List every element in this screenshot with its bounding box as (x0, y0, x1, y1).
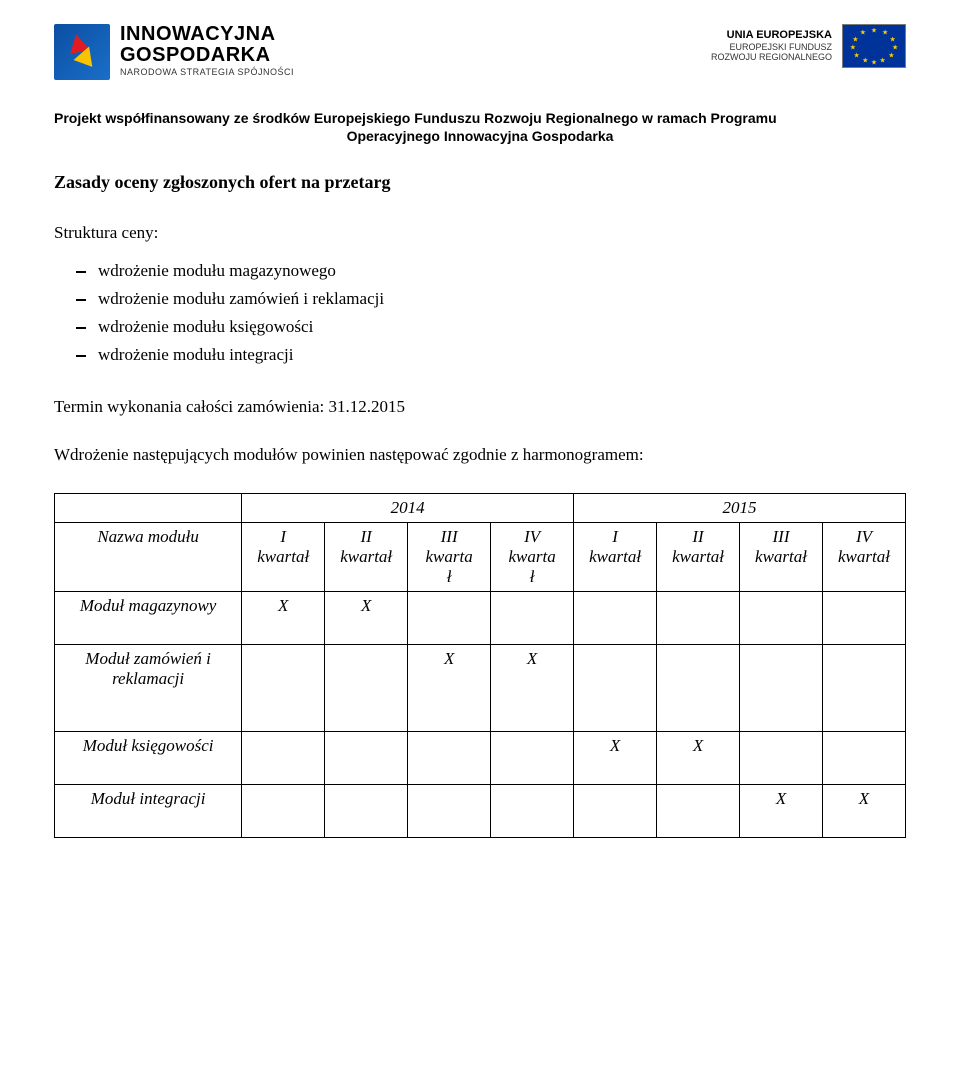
ig-logo-text: INNOWACYJNA GOSPODARKA NARODOWA STRATEGI… (120, 24, 294, 77)
cell (408, 785, 491, 838)
q-word-top: kwarta (497, 547, 567, 567)
eu-line2: EUROPEJSKI FUNDUSZ (711, 42, 832, 52)
q-word: kwartał (331, 547, 401, 567)
cell (242, 645, 325, 732)
struct-item: wdrożenie modułu magazynowego (54, 257, 906, 285)
q-roman: IV (497, 527, 567, 547)
cell (740, 732, 823, 785)
cell (740, 592, 823, 645)
eu-logo-text: UNIA EUROPEJSKA EUROPEJSKI FUNDUSZ ROZWO… (711, 29, 832, 62)
eu-flag-icon: ★ ★ ★ ★ ★ ★ ★ ★ ★ ★ ★ ★ (842, 24, 906, 68)
row-name: Moduł magazynowy (55, 592, 242, 645)
cell: X (823, 785, 906, 838)
q-head: III kwarta ł (408, 523, 491, 592)
cell: X (740, 785, 823, 838)
cell (823, 645, 906, 732)
table-year-row: 2014 2015 (55, 494, 906, 523)
blank-cell (55, 494, 242, 523)
ig-sub: NARODOWA STRATEGIA SPÓJNOŚCI (120, 68, 294, 77)
cell (242, 732, 325, 785)
q-word: kwartał (248, 547, 318, 567)
cell (823, 732, 906, 785)
table-row: Moduł integracji X X (55, 785, 906, 838)
ig-line2: GOSPODARKA (120, 45, 294, 66)
q-roman: IV (829, 527, 899, 547)
q-roman: III (746, 527, 816, 547)
cell (657, 785, 740, 838)
logo-unia-europejska: UNIA EUROPEJSKA EUROPEJSKI FUNDUSZ ROZWO… (711, 24, 906, 68)
cofinance-line2: Operacyjnego Innowacyjna Gospodarka (54, 128, 906, 144)
struct-item: wdrożenie modułu księgowości (54, 313, 906, 341)
q-word: kwartał (746, 547, 816, 567)
q-roman: II (331, 527, 401, 547)
row-name: Moduł zamówień i reklamacji (55, 645, 242, 732)
cofinance-line1: Projekt współfinansowany ze środków Euro… (54, 110, 906, 126)
section-title: Zasady oceny zgłoszonych ofert na przeta… (54, 172, 906, 193)
struct-item: wdrożenie modułu zamówień i reklamacji (54, 285, 906, 313)
name-header: Nazwa modułu (55, 523, 242, 592)
ig-badge-icon (54, 24, 110, 80)
struct-item: wdrożenie modułu integracji (54, 341, 906, 369)
q-roman: I (248, 527, 318, 547)
schedule-table: 2014 2015 Nazwa modułu I kwartał II kwar… (54, 493, 906, 838)
table-row: Moduł magazynowy X X (55, 592, 906, 645)
table-row: Moduł księgowości X X (55, 732, 906, 785)
table-row: Moduł zamówień i reklamacji X X (55, 645, 906, 732)
cell (491, 732, 574, 785)
cell (325, 732, 408, 785)
ig-line1: INNOWACYJNA (120, 24, 294, 45)
q-word: kwartał (580, 547, 650, 567)
struct-list: wdrożenie modułu magazynowego wdrożenie … (54, 257, 906, 369)
cell: X (657, 732, 740, 785)
cell (740, 645, 823, 732)
sched-intro: Wdrożenie następujących modułów powinien… (54, 445, 906, 465)
cell (574, 592, 657, 645)
q-head: I kwartał (574, 523, 657, 592)
cell (823, 592, 906, 645)
q-roman: II (663, 527, 733, 547)
page: INNOWACYJNA GOSPODARKA NARODOWA STRATEGI… (0, 0, 960, 1091)
cell (574, 785, 657, 838)
q-word-bottom: ł (497, 567, 567, 587)
cell (491, 785, 574, 838)
year-2015: 2015 (574, 494, 906, 523)
q-word: kwartał (829, 547, 899, 567)
q-head: II kwartał (657, 523, 740, 592)
q-head: II kwartał (325, 523, 408, 592)
cell (574, 645, 657, 732)
q-word-top: kwarta (414, 547, 484, 567)
cell (408, 732, 491, 785)
year-2014: 2014 (242, 494, 574, 523)
cell: X (408, 645, 491, 732)
cell: X (491, 645, 574, 732)
cell (491, 592, 574, 645)
q-roman: III (414, 527, 484, 547)
cell (325, 785, 408, 838)
q-head: I kwartał (242, 523, 325, 592)
q-roman: I (580, 527, 650, 547)
logo-innowacyjna-gospodarka: INNOWACYJNA GOSPODARKA NARODOWA STRATEGI… (54, 24, 294, 80)
q-head: III kwartał (740, 523, 823, 592)
q-word: kwartał (663, 547, 733, 567)
eu-line3: ROZWOJU REGIONALNEGO (711, 52, 832, 62)
header-logos: INNOWACYJNA GOSPODARKA NARODOWA STRATEGI… (54, 24, 906, 80)
cell: X (242, 592, 325, 645)
cell (657, 645, 740, 732)
cell: X (325, 592, 408, 645)
cell (657, 592, 740, 645)
table-quarter-row: Nazwa modułu I kwartał II kwartał III kw… (55, 523, 906, 592)
row-name: Moduł księgowości (55, 732, 242, 785)
q-head: IV kwartał (823, 523, 906, 592)
row-name: Moduł integracji (55, 785, 242, 838)
struct-label: Struktura ceny: (54, 223, 906, 243)
cell (242, 785, 325, 838)
q-head: IV kwarta ł (491, 523, 574, 592)
deadline: Termin wykonania całości zamówienia: 31.… (54, 397, 906, 417)
q-word-bottom: ł (414, 567, 484, 587)
eu-line1: UNIA EUROPEJSKA (711, 29, 832, 42)
cell (325, 645, 408, 732)
cell (408, 592, 491, 645)
cell: X (574, 732, 657, 785)
